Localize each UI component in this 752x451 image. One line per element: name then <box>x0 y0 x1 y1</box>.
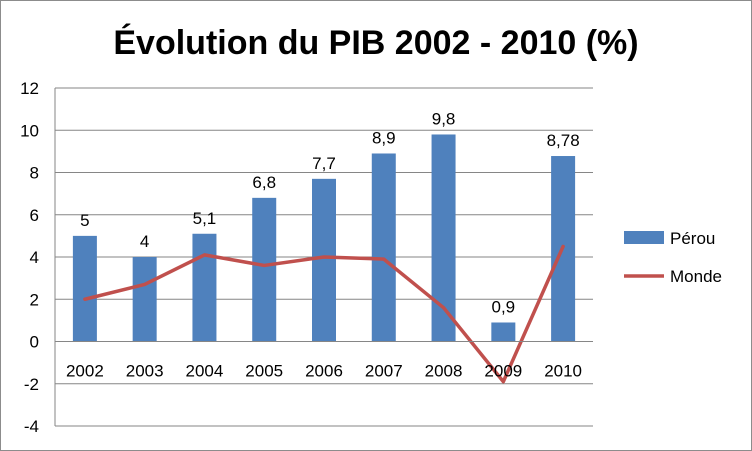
line-point-monde-2009 <box>501 380 505 384</box>
legend-label-monde: Monde <box>670 267 722 286</box>
data-labels: 5 4 5,1 6,8 7,7 8,9 9,8 0,9 8,78 <box>80 109 580 316</box>
data-label: 5,1 <box>193 209 217 228</box>
y-tick-label: 6 <box>30 206 39 225</box>
x-tick-label: 2006 <box>305 362 343 381</box>
y-tick-label: -2 <box>24 375 39 394</box>
y-tick-label: 8 <box>30 164 39 183</box>
line-point-monde-2008 <box>442 306 446 310</box>
x-tick-label: 2010 <box>544 362 582 381</box>
data-label: 8,9 <box>372 128 396 147</box>
data-label: 5 <box>80 211 89 230</box>
x-tick-label: 2002 <box>66 362 104 381</box>
x-tick-label: 2009 <box>484 362 522 381</box>
line-point-monde-2003 <box>143 282 147 286</box>
x-tick-label: 2003 <box>126 362 164 381</box>
line-series <box>83 244 565 384</box>
bar-perou-2009 <box>491 322 516 342</box>
data-label: 8,78 <box>547 131 580 150</box>
legend-label-perou: Pérou <box>670 229 715 248</box>
data-label: 7,7 <box>312 154 336 173</box>
bar-series <box>72 134 576 342</box>
y-tick-label: 0 <box>30 333 39 352</box>
bar-perou-2005 <box>252 197 277 342</box>
line-point-monde-2007 <box>382 257 386 261</box>
line-point-monde-2005 <box>262 263 266 267</box>
line-point-monde-2006 <box>322 255 326 259</box>
y-tick-label: 4 <box>30 248 39 267</box>
legend: Pérou Monde <box>624 229 722 286</box>
y-tick-label: 10 <box>20 121 39 140</box>
legend-swatch-perou <box>624 231 664 244</box>
chart-title: Évolution du PIB 2002 - 2010 (%) <box>113 24 638 62</box>
x-tick-label: 2005 <box>245 362 283 381</box>
data-label: 4 <box>140 232 149 251</box>
bar-perou-2002 <box>72 235 97 342</box>
y-tick-label: -4 <box>24 417 39 436</box>
bar-perou-2006 <box>312 178 336 342</box>
data-label: 0,9 <box>492 297 516 316</box>
bar-perou-2004 <box>192 233 217 342</box>
y-tick-label: 2 <box>30 290 39 309</box>
line-point-monde-2010 <box>561 244 565 248</box>
bar-perou-2003 <box>132 257 157 342</box>
line-point-monde-2002 <box>83 297 87 301</box>
data-label: 6,8 <box>252 173 276 192</box>
y-tick-label: 12 <box>20 79 39 98</box>
data-label: 9,8 <box>432 109 456 128</box>
bar-perou-2007 <box>371 153 396 342</box>
axes: -4 -2 0 2 4 6 8 10 12 2002 2003 2004 2005 2006 2007 200… <box>20 79 593 436</box>
x-tick-label: 2008 <box>425 362 463 381</box>
x-tick-label: 2004 <box>186 362 224 381</box>
x-tick-label: 2007 <box>365 362 403 381</box>
line-point-monde-2004 <box>202 253 206 257</box>
